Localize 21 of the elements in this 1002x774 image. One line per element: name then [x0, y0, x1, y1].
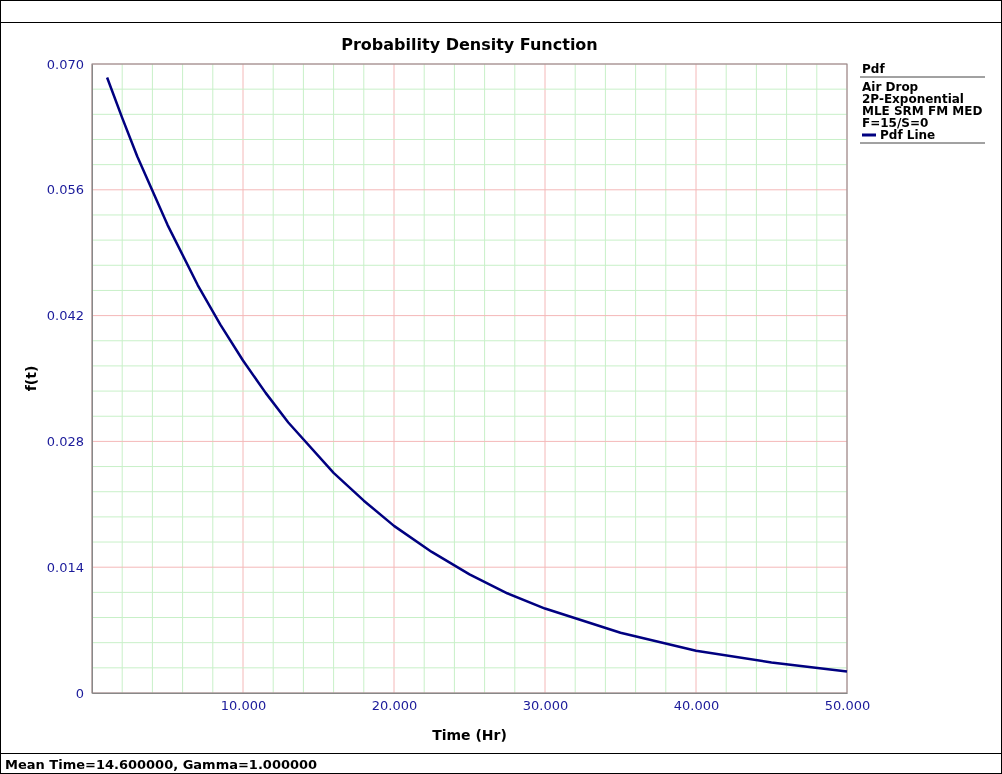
y-tick-label: 0.014	[46, 559, 84, 575]
x-axis-title: Time (Hr)	[432, 727, 507, 743]
y-tick-label: 0.070	[46, 56, 84, 72]
x-tick-label: 40.000	[673, 698, 720, 714]
y-tick-label: 0.042	[46, 308, 84, 324]
y-tick-label: 0.028	[46, 434, 84, 450]
y-tick-label: 0	[75, 685, 84, 701]
x-tick-label: 30.000	[522, 698, 569, 714]
line-series	[105, 76, 849, 673]
text: 2P-Exponential	[862, 92, 964, 106]
x-tick-label: 20.000	[371, 698, 418, 714]
legend-label: Pdf Line	[880, 128, 936, 142]
text: F=15/S=0	[862, 116, 929, 130]
x-tick-label: 10.000	[220, 698, 267, 714]
text: Mean Time=14.600000, Gamma=1.000000	[5, 757, 318, 772]
y-axis-title: f(t)	[23, 365, 39, 392]
x-tick-label: 50.000	[824, 698, 871, 714]
chart-title: Probability Density Function	[341, 35, 598, 54]
y-tick-label: 0.056	[46, 182, 84, 198]
text: Air Drop	[862, 80, 919, 94]
legend-title: Pdf	[862, 62, 886, 76]
